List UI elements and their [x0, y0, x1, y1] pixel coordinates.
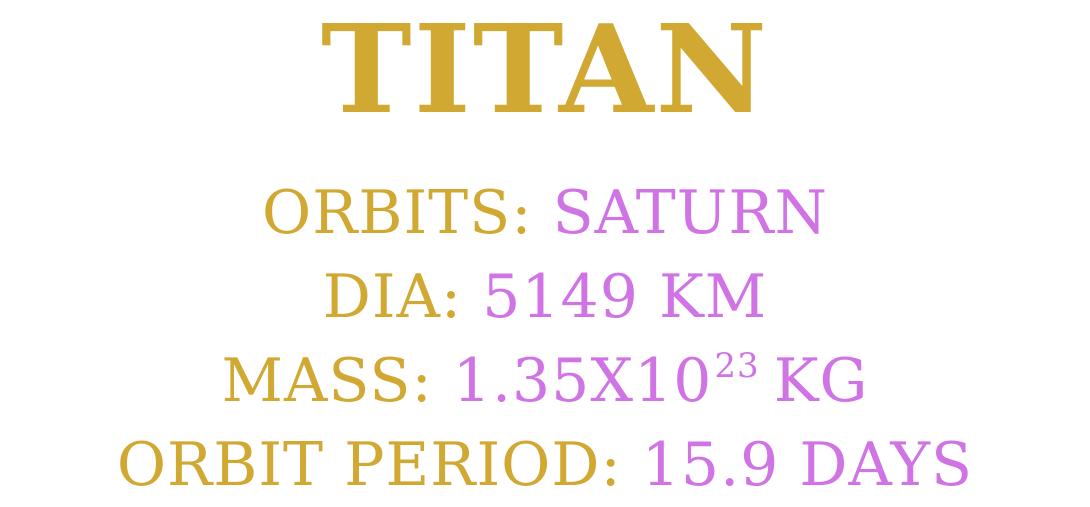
- fact-diameter: DIA: 5149 KM: [323, 255, 767, 339]
- fact-mass-value: 1.35X1023 KG: [453, 346, 869, 416]
- fact-orbits-value: SATURN: [552, 178, 828, 248]
- fact-mass-base: 1.35X10: [452, 346, 713, 416]
- fact-diameter-label: DIA:: [322, 262, 463, 332]
- fact-orbits: ORBITS: SATURN: [262, 171, 828, 255]
- fact-orbit-period: ORBIT PERIOD: 15.9 DAYS: [117, 423, 973, 507]
- fact-orbit-period-value: 15.9 DAYS: [641, 430, 974, 500]
- fact-mass-label: MASS:: [221, 346, 433, 416]
- fact-diameter-value: 5149 KM: [482, 262, 768, 332]
- fact-mass: MASS: 1.35X1023 KG: [222, 339, 869, 423]
- fact-mass-exponent: 23: [714, 346, 760, 386]
- moon-title: TITAN: [320, 0, 770, 141]
- fact-orbit-period-label: ORBIT PERIOD:: [116, 430, 622, 500]
- fact-orbits-label: ORBITS:: [262, 178, 533, 248]
- fact-mass-unit: KG: [773, 346, 869, 416]
